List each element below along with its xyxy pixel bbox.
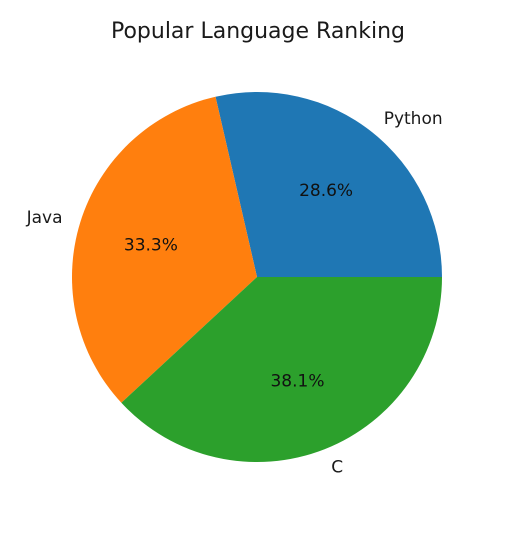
chart-title: Popular Language Ranking xyxy=(111,19,405,44)
pie-slice-java xyxy=(72,96,257,403)
slices-layer xyxy=(72,91,442,462)
category-label-python: Python xyxy=(384,109,443,129)
pct-label-c: 38.1% xyxy=(270,371,324,391)
labels-layer: 28.6% Python 33.3% Java 38.1% C xyxy=(26,109,443,478)
pie-slice-python xyxy=(215,91,442,277)
pie-slice-c xyxy=(121,277,442,462)
pct-label-python: 28.6% xyxy=(299,181,353,201)
pct-label-java: 33.3% xyxy=(124,235,178,255)
category-label-java: Java xyxy=(26,208,63,228)
category-label-c: C xyxy=(331,457,343,477)
